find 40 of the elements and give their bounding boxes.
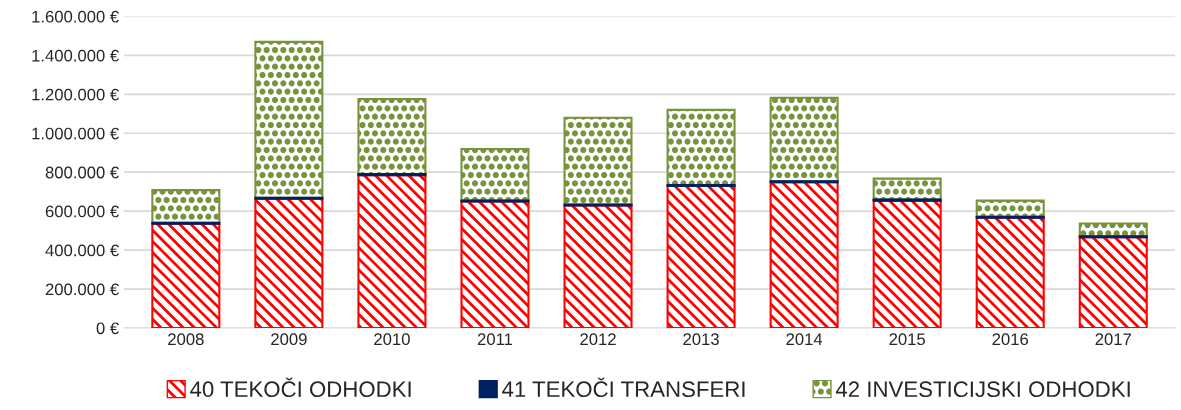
bar (769, 181, 839, 328)
bar (666, 108, 736, 187)
y-tick-label: 1.400.000 € (32, 49, 119, 62)
y-tick-label: 0 € (96, 322, 119, 335)
bar (151, 189, 221, 224)
y-tick-label: 800.000 € (45, 166, 119, 179)
bar (254, 197, 324, 328)
x-tick-label: 2013 (683, 333, 719, 346)
legend-label: 42 INVESTICIJSKI ODHODKI (835, 381, 1130, 398)
bar (872, 199, 942, 328)
bar (563, 204, 633, 328)
x-tick-label: 2010 (374, 333, 410, 346)
legend-label: 40 TEKOČI ODHODKI (190, 377, 411, 398)
bar (357, 174, 427, 328)
x-tick-label: 2009 (271, 333, 307, 346)
y-tick-label: 1.600.000 € (32, 10, 119, 23)
y-tick-label: 1.200.000 € (32, 88, 119, 101)
x-tick-label: 2011 (477, 333, 513, 346)
bar (563, 116, 633, 206)
x-tick-label: 2015 (889, 333, 926, 346)
x-tick-label: 2008 (168, 333, 204, 346)
y-tick-label: 400.000 € (45, 244, 119, 257)
legend-label: 41 TEKOČI TRANSFERI (502, 377, 745, 398)
y-tick-label: 200.000 € (45, 283, 119, 296)
x-tick-label: 2012 (580, 333, 616, 346)
x-tick-label: 2016 (992, 333, 1029, 346)
bar (151, 222, 221, 328)
y-tick-label: 1.000.000 € (32, 127, 119, 140)
y-tick-label: 600.000 € (45, 205, 119, 218)
bar (769, 96, 839, 183)
bar (872, 177, 942, 201)
bar (1078, 236, 1148, 328)
bar (357, 97, 427, 176)
x-tick-label: 2014 (786, 333, 823, 346)
x-tick-label: 2017 (1095, 333, 1131, 346)
bar (460, 147, 530, 202)
bar (460, 200, 530, 328)
bar (975, 216, 1045, 328)
bar (666, 184, 736, 328)
bar (254, 40, 324, 199)
